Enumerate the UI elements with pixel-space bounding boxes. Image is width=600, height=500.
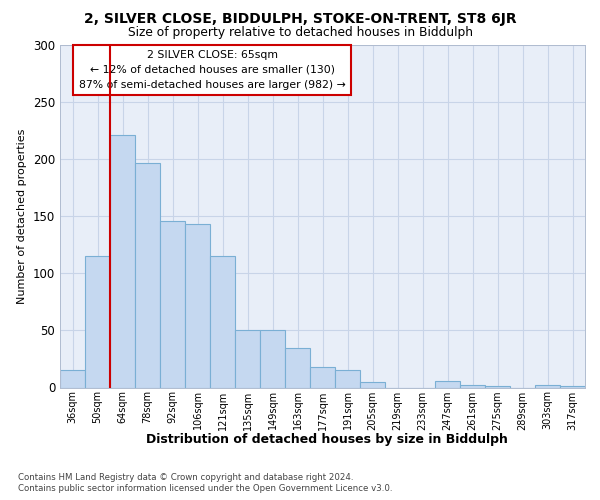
Text: Size of property relative to detached houses in Biddulph: Size of property relative to detached ho… xyxy=(128,26,473,39)
Bar xyxy=(310,367,335,388)
Bar xyxy=(335,370,360,388)
Bar xyxy=(260,330,285,388)
Bar xyxy=(460,385,485,388)
Bar xyxy=(160,221,185,388)
Text: 2, SILVER CLOSE, BIDDULPH, STOKE-ON-TRENT, ST8 6JR: 2, SILVER CLOSE, BIDDULPH, STOKE-ON-TREN… xyxy=(83,12,517,26)
Bar xyxy=(535,385,560,388)
Bar xyxy=(360,382,385,388)
Bar xyxy=(435,380,460,388)
Y-axis label: Number of detached properties: Number of detached properties xyxy=(17,128,28,304)
Bar xyxy=(60,370,85,388)
Bar xyxy=(185,224,210,388)
Text: 2 SILVER CLOSE: 65sqm
← 12% of detached houses are smaller (130)
87% of semi-det: 2 SILVER CLOSE: 65sqm ← 12% of detached … xyxy=(79,50,346,90)
Text: Distribution of detached houses by size in Biddulph: Distribution of detached houses by size … xyxy=(146,432,508,446)
Bar xyxy=(210,256,235,388)
Bar xyxy=(135,162,160,388)
Bar xyxy=(485,386,510,388)
Bar xyxy=(85,256,110,388)
Bar xyxy=(110,135,135,388)
Bar xyxy=(235,330,260,388)
Text: Contains HM Land Registry data © Crown copyright and database right 2024.: Contains HM Land Registry data © Crown c… xyxy=(18,472,353,482)
Text: Contains public sector information licensed under the Open Government Licence v3: Contains public sector information licen… xyxy=(18,484,392,493)
Bar xyxy=(560,386,585,388)
Bar xyxy=(285,348,310,388)
